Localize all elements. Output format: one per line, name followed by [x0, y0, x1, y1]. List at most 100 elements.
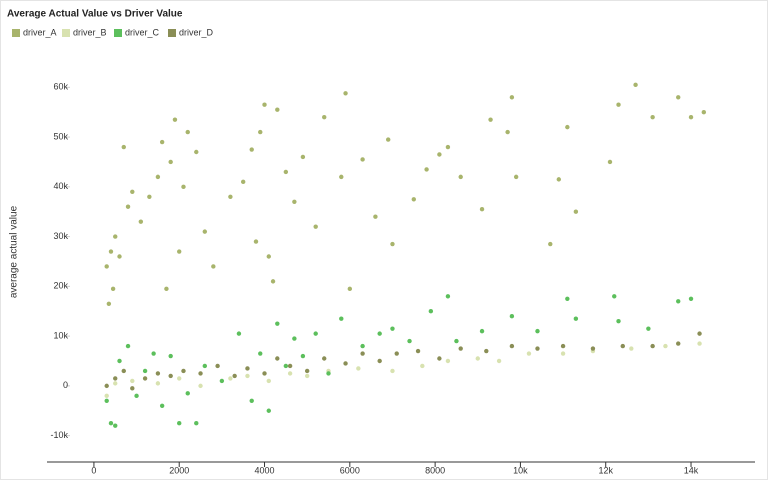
x-tick-label: 14k	[684, 465, 699, 475]
point	[390, 241, 395, 247]
point	[262, 371, 267, 376]
point	[283, 169, 289, 175]
point	[228, 194, 233, 199]
point	[300, 154, 306, 160]
point	[249, 398, 254, 403]
point	[326, 371, 331, 376]
point	[620, 343, 625, 349]
y-tick-label: 0	[63, 380, 68, 390]
point	[313, 224, 318, 229]
point	[125, 343, 131, 349]
point	[202, 229, 208, 234]
point	[560, 351, 566, 356]
point	[110, 286, 116, 292]
point	[509, 314, 515, 319]
point	[573, 316, 579, 321]
point	[360, 343, 365, 349]
point	[445, 144, 451, 150]
point	[513, 174, 519, 180]
point	[437, 356, 442, 361]
point	[565, 296, 570, 301]
point	[535, 346, 540, 351]
point	[266, 408, 271, 413]
point	[590, 346, 596, 351]
point	[113, 234, 118, 239]
point	[676, 95, 681, 100]
point	[646, 326, 651, 331]
point	[245, 366, 250, 371]
point	[117, 358, 122, 364]
legend-label: driver_D	[179, 27, 214, 37]
point	[390, 368, 395, 374]
point	[275, 107, 280, 112]
point	[104, 398, 109, 403]
point	[240, 179, 246, 185]
point	[232, 373, 237, 379]
point	[185, 129, 190, 135]
x-tick-label: 6000	[340, 465, 360, 475]
point	[322, 114, 327, 120]
point	[437, 152, 442, 157]
point	[219, 378, 225, 384]
point	[445, 358, 451, 364]
point	[249, 147, 254, 152]
point	[121, 368, 126, 374]
legend-swatch	[62, 29, 70, 37]
point	[108, 420, 114, 426]
point	[479, 328, 485, 334]
point	[535, 328, 540, 334]
point	[104, 383, 109, 389]
point	[356, 366, 361, 371]
point	[130, 378, 135, 384]
point	[616, 102, 621, 107]
point	[663, 343, 668, 349]
point	[313, 331, 318, 336]
point	[458, 174, 463, 180]
point	[411, 197, 416, 202]
point	[245, 373, 250, 379]
point	[177, 420, 182, 426]
point	[104, 264, 109, 269]
point	[117, 254, 122, 259]
point	[343, 361, 348, 366]
point	[113, 423, 118, 428]
point	[159, 139, 165, 145]
point	[104, 393, 109, 399]
point	[633, 82, 638, 88]
point	[612, 294, 617, 299]
point	[479, 207, 485, 212]
point	[172, 117, 178, 122]
point	[262, 102, 267, 107]
point	[688, 296, 694, 301]
y-tick-label: 20k	[53, 281, 68, 291]
point	[339, 316, 344, 321]
point	[177, 376, 182, 381]
legend-label: driver_B	[73, 27, 107, 37]
point	[121, 144, 126, 150]
point	[202, 363, 208, 369]
point	[377, 331, 382, 336]
point	[347, 286, 353, 292]
point	[266, 254, 271, 259]
point	[155, 381, 161, 386]
point	[155, 174, 161, 180]
point	[360, 351, 365, 356]
point	[138, 219, 144, 224]
point	[650, 114, 655, 120]
point	[509, 343, 515, 349]
point	[159, 403, 165, 408]
point	[168, 373, 173, 379]
point	[198, 371, 203, 376]
point	[113, 376, 118, 381]
x-tick-label: 0	[91, 465, 96, 475]
point	[275, 321, 280, 326]
point	[155, 371, 161, 376]
point	[147, 194, 152, 199]
point	[573, 209, 579, 214]
point	[560, 343, 566, 349]
point	[454, 338, 459, 344]
y-tick-label: -10k	[50, 430, 68, 440]
point	[360, 157, 365, 162]
